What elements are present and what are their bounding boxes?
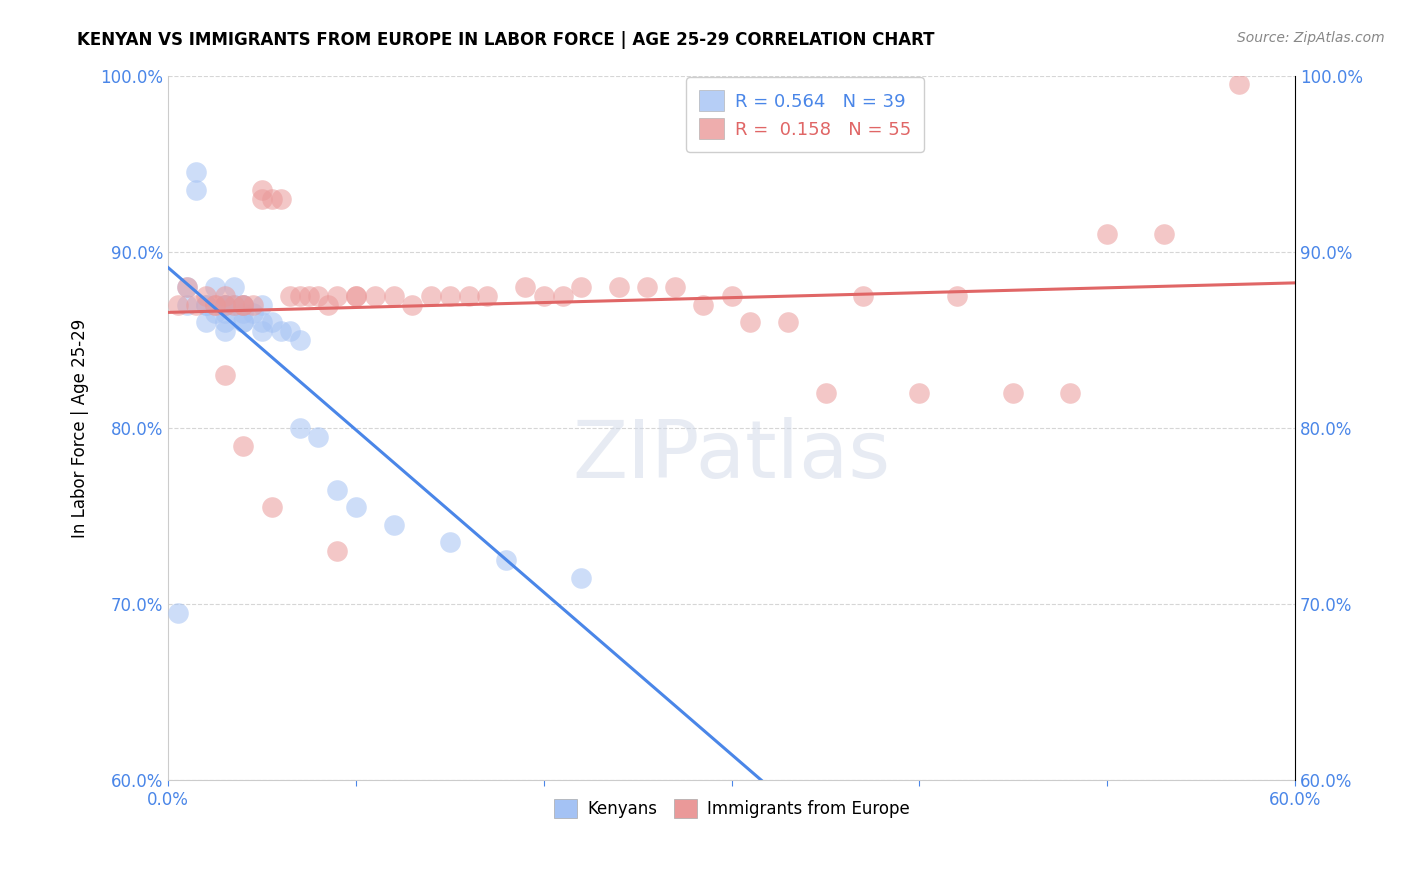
Point [326,544,349,558]
Point [364,289,387,303]
Point [1059,385,1081,400]
Point [176,297,198,311]
Point [495,553,517,567]
Point [326,483,349,497]
Point [232,306,254,320]
Point [439,289,461,303]
Text: Source: ZipAtlas.com: Source: ZipAtlas.com [1237,31,1385,45]
Text: KENYAN VS IMMIGRANTS FROM EUROPE IN LABOR FORCE | AGE 25-29 CORRELATION CHART: KENYAN VS IMMIGRANTS FROM EUROPE IN LABO… [77,31,935,49]
Point [307,430,329,444]
Point [194,289,217,303]
Point [533,289,555,303]
Point [242,306,264,320]
Point [457,289,479,303]
Point [307,289,329,303]
Point [204,297,226,311]
Point [214,297,236,311]
Point [551,289,574,303]
Point [664,280,686,294]
Point [222,280,245,294]
Point [288,289,311,303]
Point [344,500,367,515]
Point [186,165,208,179]
Point [278,289,301,303]
Point [250,183,273,197]
Point [250,192,273,206]
Point [908,385,931,400]
Point [382,517,405,532]
Point [250,297,273,311]
Point [477,289,499,303]
Point [214,297,236,311]
Point [242,297,264,311]
Point [420,289,443,303]
Point [232,438,254,452]
Point [186,297,208,311]
Point [439,535,461,549]
Point [214,289,236,303]
Point [569,280,592,294]
Point [232,315,254,329]
Point [214,297,236,311]
Point [250,315,273,329]
Point [1002,385,1025,400]
Point [278,324,301,338]
Point [326,289,349,303]
Point [607,280,630,294]
Point [214,306,236,320]
Point [1153,227,1175,241]
Point [569,571,592,585]
Point [204,280,226,294]
Point [513,280,536,294]
Point [344,289,367,303]
Point [270,192,292,206]
Point [204,306,226,320]
Point [316,297,339,311]
Point [214,368,236,382]
Point [232,297,254,311]
Point [232,297,254,311]
Point [298,289,321,303]
Point [776,315,799,329]
Point [186,183,208,197]
Point [852,289,875,303]
Point [382,289,405,303]
Point [214,324,236,338]
Point [232,315,254,329]
Point [401,297,423,311]
Point [176,280,198,294]
Point [214,297,236,311]
Point [720,289,742,303]
Point [166,297,188,311]
Point [1227,78,1250,92]
Point [222,297,245,311]
Point [692,297,714,311]
Point [214,315,236,329]
Point [232,297,254,311]
Point [194,297,217,311]
Point [740,315,762,329]
Point [260,315,283,329]
Point [166,606,188,620]
Point [176,280,198,294]
Point [260,192,283,206]
Point [288,333,311,347]
Point [344,289,367,303]
Point [636,280,658,294]
Point [232,297,254,311]
Point [1095,227,1118,241]
Point [250,324,273,338]
Point [194,297,217,311]
Legend: Kenyans, Immigrants from Europe: Kenyans, Immigrants from Europe [547,792,917,825]
Point [222,297,245,311]
Point [270,324,292,338]
Point [814,385,837,400]
Text: ZIPatlas: ZIPatlas [572,417,890,495]
Point [204,297,226,311]
Y-axis label: In Labor Force | Age 25-29: In Labor Force | Age 25-29 [72,318,89,538]
Point [946,289,969,303]
Point [260,500,283,515]
Point [288,421,311,435]
Point [194,315,217,329]
